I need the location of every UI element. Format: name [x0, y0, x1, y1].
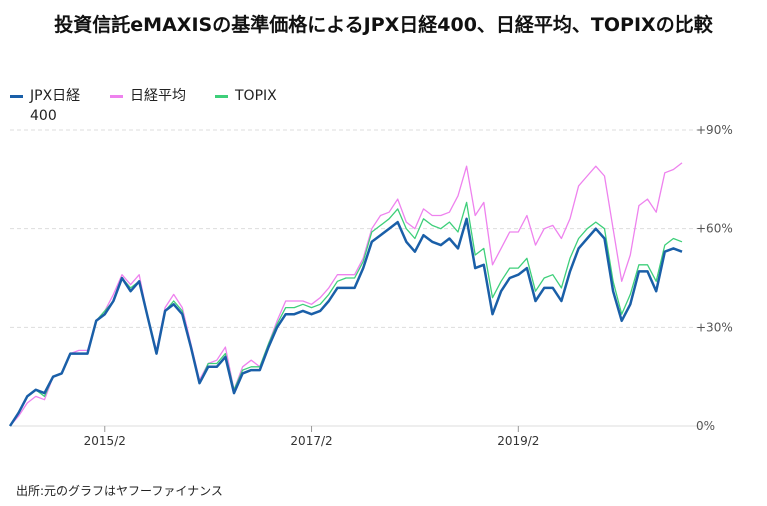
source-note: 出所:元のグラフはヤフーファイナンス — [16, 484, 223, 498]
legend-swatch-topix — [215, 95, 228, 98]
y-tick-label: +60% — [696, 222, 733, 236]
topix-line — [9, 201, 683, 427]
nikkei225-line — [9, 162, 683, 427]
chart-series-lines — [8, 162, 683, 427]
x-axis-ticks: 2015/2 2017/2 2019/2 — [84, 426, 539, 448]
legend-swatch-nikkei225 — [110, 95, 123, 98]
jpx400-line — [8, 217, 683, 427]
chart-grid — [10, 129, 705, 427]
x-tick-label: 2015/2 — [84, 434, 126, 448]
legend-label-nikkei225: 日経平均 — [130, 88, 186, 104]
y-axis-ticks: +90% +60% +30% 0% — [696, 123, 733, 433]
legend-label-topix: TOPIX — [235, 88, 277, 104]
legend-label-jpx400: JPX日経400 — [30, 88, 81, 124]
chart-title: 投資信託eMAXISの基準価格によるJPX日経400、日経平均、TOPIXの比較 — [54, 14, 713, 36]
x-tick-label: 2019/2 — [497, 434, 539, 448]
legend-swatch-jpx400 — [10, 95, 23, 98]
y-tick-label: +90% — [696, 123, 733, 137]
x-tick-label: 2017/2 — [290, 434, 332, 448]
y-tick-label: 0% — [696, 419, 715, 433]
y-tick-label: +30% — [696, 320, 733, 334]
